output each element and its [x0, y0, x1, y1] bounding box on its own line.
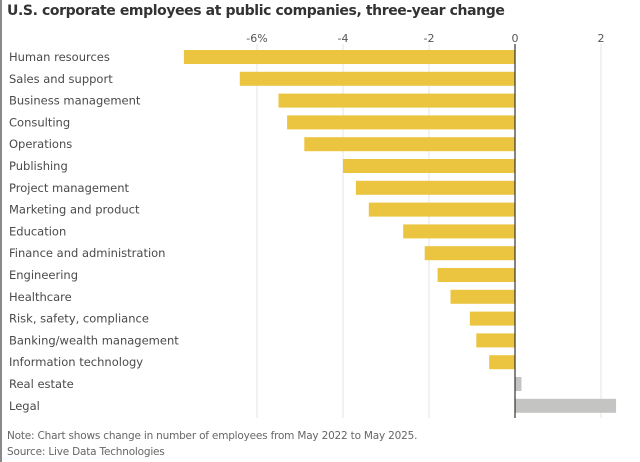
- bar-engineering: [437, 268, 515, 282]
- bar-education: [403, 224, 515, 239]
- category-label-operations: Operations: [9, 137, 72, 151]
- bar-consulting: [287, 115, 515, 130]
- category-label-information-technology: Information technology: [9, 355, 143, 369]
- category-labels: Human resources Sales and support Business…: [9, 50, 179, 413]
- bar-sales-and-support: [239, 71, 516, 86]
- category-label-real-estate: Real estate: [9, 377, 74, 391]
- bar-finance-and-administration: [424, 246, 515, 261]
- bar-project-management: [355, 180, 515, 195]
- bar-operations: [304, 137, 515, 152]
- category-label-engineering: Engineering: [9, 268, 78, 282]
- bars: [183, 50, 617, 413]
- x-tick-label: -4: [338, 32, 349, 45]
- x-axis-ticks: -6% -4 -2 0 2: [246, 32, 604, 45]
- category-label-sales-and-support: Sales and support: [9, 72, 113, 86]
- category-label-risk-safety-compliance: Risk, safety, compliance: [9, 312, 149, 326]
- bar-publishing: [343, 159, 515, 173]
- chart-note: Note: Chart shows change in number of em…: [7, 430, 418, 442]
- bar-risk-safety-compliance: [469, 311, 515, 326]
- bar-information-technology: [489, 355, 515, 370]
- category-label-finance-and-administration: Finance and administration: [9, 246, 165, 260]
- category-label-banking-wealth-management: Banking/wealth management: [9, 333, 179, 347]
- bar-marketing-and-product: [368, 202, 515, 217]
- category-label-marketing-and-product: Marketing and product: [9, 203, 140, 217]
- bar-business-management: [278, 93, 515, 108]
- category-label-project-management: Project management: [9, 181, 130, 195]
- category-label-publishing: Publishing: [9, 159, 68, 173]
- bar-healthcare: [450, 289, 515, 304]
- bar-banking-wealth-management: [476, 333, 515, 348]
- category-label-education: Education: [9, 224, 66, 238]
- category-label-consulting: Consulting: [9, 115, 70, 129]
- category-label-legal: Legal: [9, 399, 40, 413]
- bar-legal: [515, 398, 617, 413]
- category-label-business-management: Business management: [9, 94, 141, 108]
- x-tick-label: 2: [598, 32, 605, 45]
- bar-human-resources: [183, 50, 515, 64]
- category-label-human-resources: Human resources: [9, 50, 110, 64]
- x-tick-label: -2: [424, 32, 435, 45]
- bar-real-estate: [515, 377, 522, 391]
- x-tick-label: 0: [512, 32, 519, 45]
- chart-source: Source: Live Data Technologies: [7, 446, 165, 458]
- category-label-healthcare: Healthcare: [9, 290, 72, 304]
- chart-title: U.S. corporate employees at public compa…: [7, 3, 505, 19]
- x-tick-label: -6%: [246, 32, 267, 45]
